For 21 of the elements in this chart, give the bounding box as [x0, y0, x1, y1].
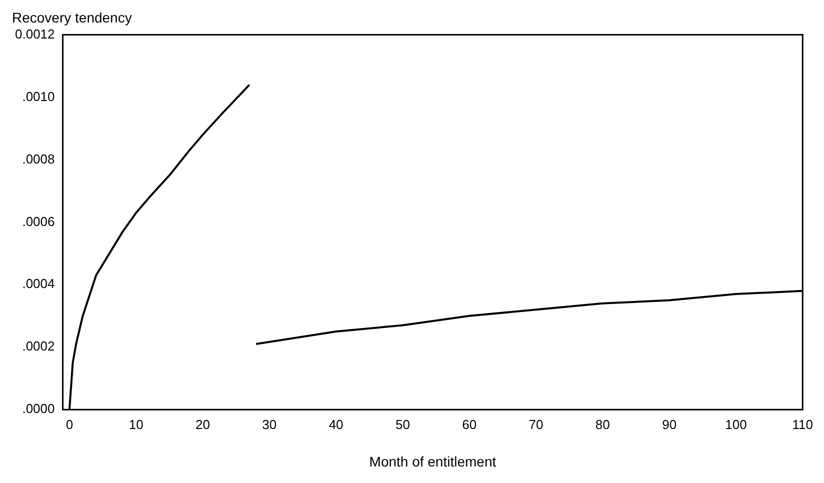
x-tick-label: 70 — [528, 416, 544, 432]
x-tick-label: 10 — [128, 416, 144, 432]
y-tick-label: .0008 — [22, 151, 55, 166]
x-tick-label: 100 — [725, 416, 747, 432]
x-tick-label: 50 — [395, 416, 410, 432]
x-tick-label: 0 — [66, 416, 74, 432]
x-tick-label: 40 — [328, 416, 344, 432]
x-tick-label: 60 — [462, 416, 477, 432]
y-tick-label: 0.0012 — [14, 26, 55, 42]
y-tick-label: .0000 — [22, 401, 55, 416]
x-tick-label: 90 — [662, 416, 677, 432]
y-tick-label: .0004 — [22, 276, 55, 292]
y-tick-label: .0002 — [22, 338, 55, 354]
y-tick-label: .0010 — [22, 88, 55, 104]
chart-title: Recovery tendency — [12, 9, 132, 26]
x-axis-title: Month of entitlement — [369, 453, 496, 470]
x-tick-label: 110 — [792, 416, 814, 432]
y-tick-label: .0006 — [22, 214, 55, 229]
x-tick-label: 80 — [595, 416, 610, 432]
x-tick-label: 30 — [262, 416, 277, 432]
x-tick-label: 20 — [196, 416, 210, 432]
